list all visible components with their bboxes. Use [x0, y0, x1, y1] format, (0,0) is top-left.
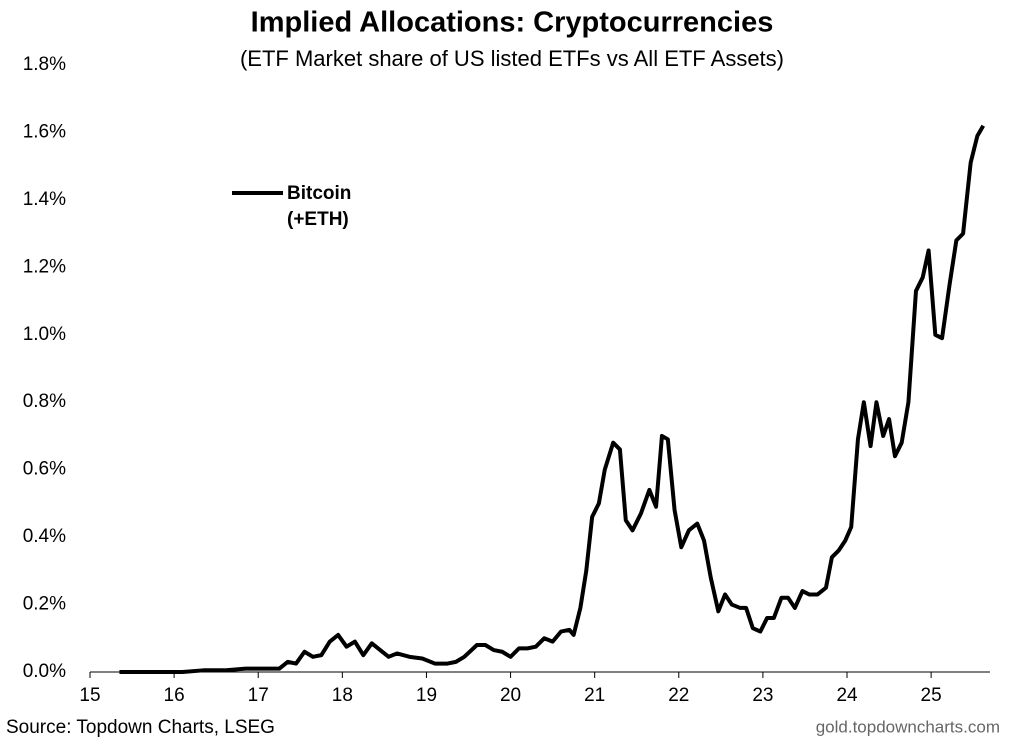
- y-tick-label: 0.4%: [23, 526, 66, 547]
- y-tick-label: 0.6%: [23, 459, 66, 480]
- y-tick-label: 1.0%: [23, 324, 66, 345]
- y-tick-label: 1.4%: [23, 189, 66, 210]
- y-tick-label: 0.2%: [23, 594, 66, 615]
- x-tick-label: 20: [500, 685, 521, 706]
- x-tick-label: 24: [836, 685, 858, 706]
- source-note: Source: Topdown Charts, LSEG: [6, 717, 275, 738]
- x-tick-label: 19: [416, 685, 437, 706]
- y-tick-label: 1.2%: [23, 256, 66, 277]
- x-tick-label: 16: [164, 685, 185, 706]
- y-tick-label: 0.8%: [23, 391, 66, 412]
- y-tick-label: 1.8%: [23, 54, 66, 75]
- x-tick-label: 17: [248, 685, 269, 706]
- legend-label: Bitcoin (+ETH): [287, 183, 352, 230]
- series-line: [119, 124, 985, 674]
- chart-title: Implied Allocations: Cryptocurrencies: [251, 7, 774, 39]
- x-tick-label: 15: [79, 685, 100, 706]
- x-tick-label: 23: [752, 685, 773, 706]
- x-tick-label: 22: [668, 685, 689, 706]
- x-tick-label: 25: [921, 685, 942, 706]
- watermark: gold.topdowncharts.com: [816, 717, 1000, 736]
- x-tick-label: 21: [584, 685, 605, 706]
- x-tick-label: 18: [332, 685, 353, 706]
- y-tick-label: 1.6%: [23, 121, 66, 142]
- chart-subtitle: (ETF Market share of US listed ETFs vs A…: [240, 46, 784, 71]
- y-tick-label: 0.0%: [23, 661, 66, 682]
